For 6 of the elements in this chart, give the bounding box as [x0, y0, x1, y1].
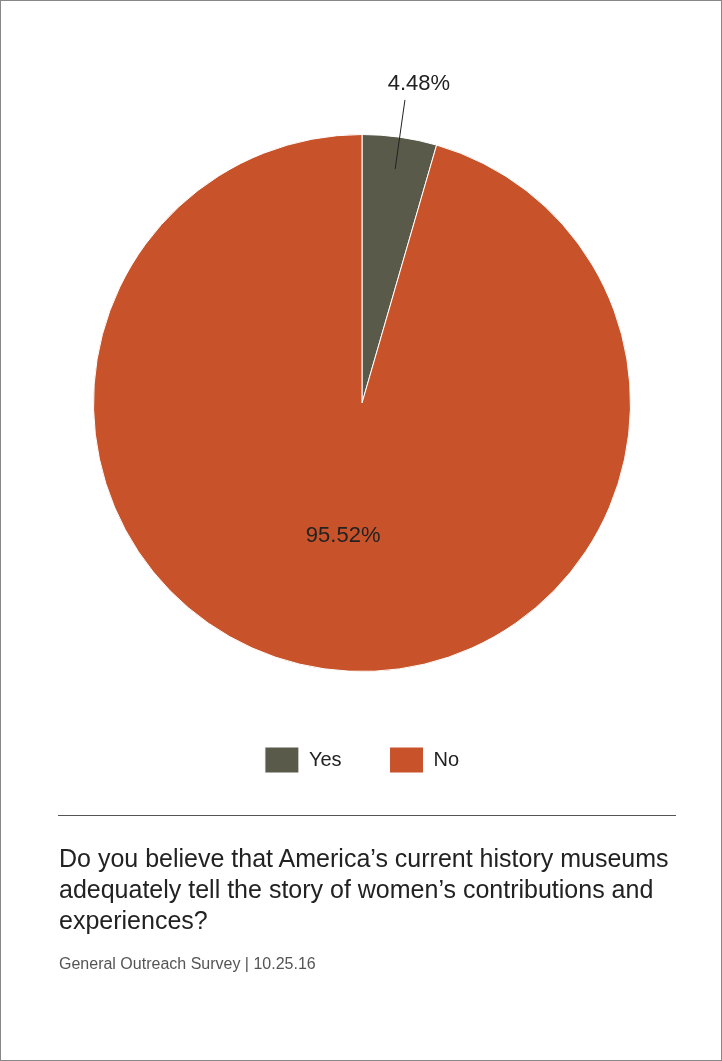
text: General Outreach Survey | 10.25.16 — [59, 955, 317, 973]
data-label: 95.52% — [305, 521, 381, 547]
legend-label: Yes — [308, 747, 342, 770]
legend-label: No — [433, 747, 460, 770]
text: Do you believe that America’s current history museums adequately tell the story of women’s contributions and experiences? — [59, 843, 670, 936]
data-label: 4.48% — [387, 70, 451, 95]
